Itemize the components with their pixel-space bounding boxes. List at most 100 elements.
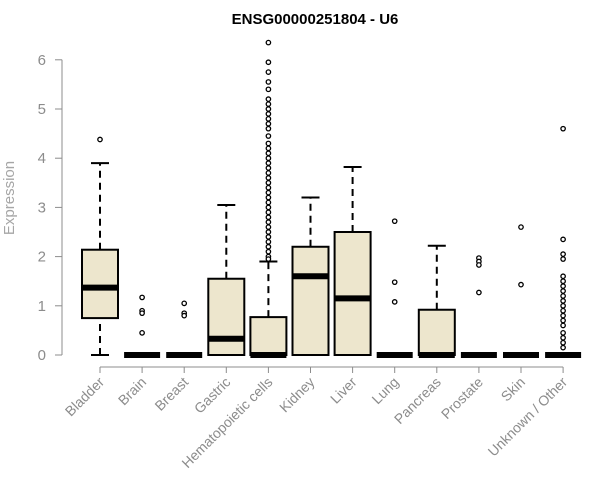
outlier-point	[560, 344, 566, 351]
outlier-point	[265, 140, 272, 147]
outlier-point	[265, 209, 272, 216]
box-pancreas	[417, 244, 456, 358]
box-brain	[124, 294, 161, 358]
outlier-point	[265, 111, 272, 117]
outlier-point	[560, 125, 566, 132]
x-tick-label: Pancreas	[391, 374, 444, 427]
box-iqr	[249, 316, 288, 356]
outlier-point	[265, 234, 272, 240]
outlier-point	[560, 312, 566, 319]
y-tick-label: 2	[38, 249, 46, 266]
box-iqr	[333, 231, 372, 356]
outlier-point	[560, 251, 566, 257]
outlier-point	[391, 218, 398, 225]
outlier-point	[391, 299, 398, 305]
outlier-point	[265, 194, 272, 201]
box-bladder	[81, 136, 119, 356]
outlier-point	[265, 224, 272, 230]
outlier-point	[139, 294, 145, 301]
outlier-point	[476, 262, 482, 268]
box-skin	[503, 224, 539, 358]
outlier-point	[265, 256, 272, 262]
outlier-point	[265, 145, 272, 152]
outlier-point	[265, 155, 272, 162]
outlier-point	[265, 219, 272, 226]
outlier-point	[391, 279, 398, 286]
chart-title: ENSG00000251804 - U6	[232, 11, 399, 28]
outlier-point	[265, 184, 272, 191]
x-tick-label: Kidney	[276, 374, 318, 416]
outlier-point	[560, 322, 566, 329]
outlier-point	[265, 214, 272, 221]
x-tick-label: Lung	[368, 374, 401, 407]
outlier-point	[139, 310, 145, 317]
box-gastric	[207, 203, 246, 356]
box-iqr	[207, 277, 246, 356]
boxes-layer	[81, 39, 582, 358]
x-tick-label: Liver	[327, 374, 360, 407]
x-tick-label: Breast	[151, 374, 191, 414]
outlier-point	[560, 339, 566, 346]
box-iqr	[81, 248, 119, 320]
box-iqr	[417, 308, 456, 356]
outlier-point	[265, 150, 272, 157]
outlier-point	[265, 229, 272, 235]
y-tick-label: 5	[38, 101, 46, 118]
outlier-point	[560, 307, 566, 314]
outlier-point	[265, 204, 272, 211]
outlier-point	[265, 59, 272, 66]
outlier-point	[265, 115, 272, 122]
outlier-point	[265, 133, 272, 139]
box-kidney	[291, 196, 330, 356]
box-lung	[376, 218, 413, 358]
box-hematopoietic-cells	[249, 39, 288, 358]
outlier-point	[265, 69, 272, 75]
y-axis: 0 1 2 3 4 5 6	[38, 52, 63, 364]
outlier-point	[265, 125, 272, 132]
outlier-point	[560, 334, 566, 341]
x-tick-label: Prostate	[438, 374, 486, 422]
outlier-point	[265, 79, 272, 85]
outlier-point	[181, 312, 188, 319]
outlier-point	[265, 199, 272, 206]
outlier-point	[560, 298, 566, 304]
outlier-point	[265, 101, 272, 107]
y-tick-label: 1	[38, 298, 46, 315]
outlier-point	[518, 281, 524, 288]
box-liver	[333, 166, 372, 356]
outlier-point	[560, 302, 566, 309]
outlier-point	[97, 136, 103, 143]
outlier-point	[265, 238, 272, 245]
outlier-point	[265, 248, 272, 255]
outlier-point	[139, 330, 145, 336]
x-tick-label: Bladder	[62, 374, 108, 420]
outlier-point	[265, 179, 272, 186]
outlier-point	[560, 330, 566, 336]
outlier-point	[265, 170, 272, 176]
outlier-point	[265, 86, 272, 93]
box-iqr	[291, 245, 330, 356]
outlier-point	[265, 243, 272, 250]
outlier-point	[265, 120, 272, 127]
y-tick-label: 0	[38, 347, 46, 364]
outlier-point	[265, 175, 272, 181]
outlier-point	[265, 189, 272, 196]
x-tick-label: Unknown / Other	[485, 374, 571, 460]
box-prostate	[460, 255, 497, 358]
outlier-point	[265, 39, 272, 46]
y-tick-label: 4	[38, 150, 46, 167]
outlier-point	[518, 224, 524, 230]
box-unknown-other	[545, 125, 582, 358]
outlier-point	[560, 288, 566, 294]
outlier-point	[560, 278, 566, 285]
outlier-point	[560, 293, 566, 299]
y-tick-label: 3	[38, 199, 46, 216]
outlier-point	[265, 160, 272, 166]
outlier-point	[181, 300, 188, 307]
outlier-point	[560, 236, 566, 243]
outlier-point	[560, 317, 566, 324]
outlier-point	[265, 96, 272, 103]
outlier-point	[476, 289, 482, 296]
